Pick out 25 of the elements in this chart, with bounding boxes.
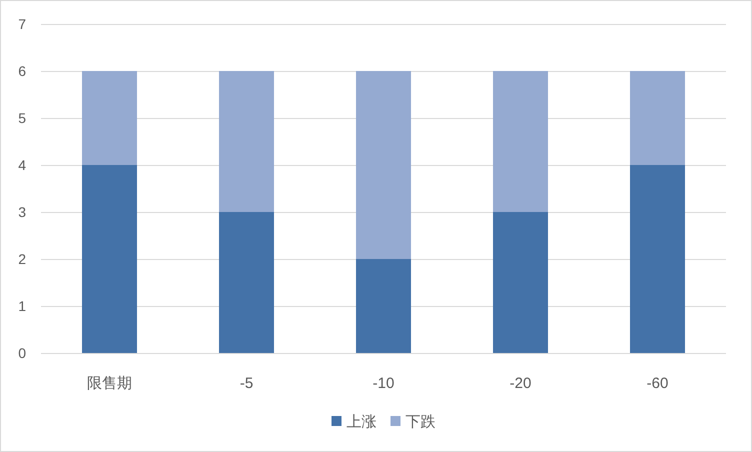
bar xyxy=(82,165,137,353)
x-tick-label: -5 xyxy=(240,375,254,392)
bar xyxy=(493,212,548,353)
y-tick-label: 1 xyxy=(18,298,26,314)
bar xyxy=(219,71,274,212)
x-tick-label: -10 xyxy=(372,375,394,392)
bar xyxy=(82,71,137,165)
bar xyxy=(219,212,274,353)
x-tick-label: 限售期 xyxy=(87,375,132,392)
legend-label: 下跌 xyxy=(406,414,436,430)
y-tick-label: 5 xyxy=(18,110,26,126)
y-tick-label: 3 xyxy=(18,204,26,220)
legend-label: 上涨 xyxy=(346,414,376,430)
y-tick-label: 4 xyxy=(18,157,26,173)
bar xyxy=(630,165,685,353)
bar xyxy=(356,71,411,259)
x-tick-label: -20 xyxy=(510,375,532,392)
bar xyxy=(630,71,685,165)
y-tick-label: 0 xyxy=(18,345,26,361)
y-tick-label: 7 xyxy=(18,16,26,32)
x-tick-label: -60 xyxy=(646,375,668,392)
y-tick-label: 6 xyxy=(18,63,26,79)
bar xyxy=(493,71,548,212)
y-tick-label: 2 xyxy=(18,251,26,267)
bar xyxy=(356,259,411,353)
